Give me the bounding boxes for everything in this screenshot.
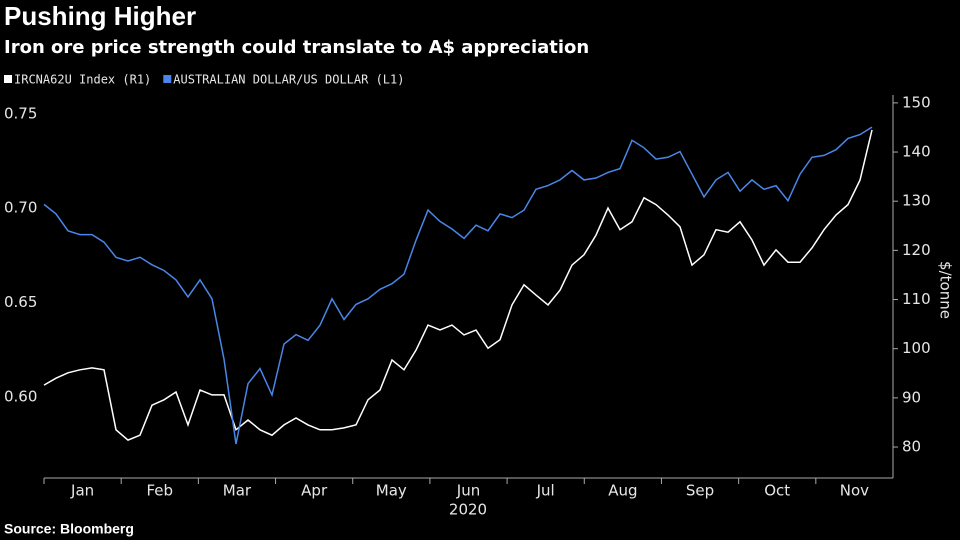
x-tick-label: Apr [301,482,328,500]
series-line [43,129,873,441]
y2-tick-label: 80 [902,438,921,456]
source: Source: Bloomberg [4,521,134,537]
y-tick-label: 0.70 [4,199,37,217]
x-tick-label: Aug [608,482,637,500]
x-tick-label: Feb [146,482,173,500]
x-tick-label: May [376,482,407,500]
x-tick-label: Oct [764,482,790,500]
legend-swatch [163,75,172,83]
chart-subtitle: Iron ore price strength could translate … [4,37,589,58]
x-tick-label: Jun [456,482,480,500]
y2-tick-label: 110 [902,290,931,308]
y2-tick-label: 100 [902,339,931,357]
legend-label: AUSTRALIAN DOLLAR/US DOLLAR (L1) [173,73,404,87]
x-tick-label: Mar [223,482,252,500]
y-tick-label: 0.60 [4,387,37,405]
legend-label: IRCNA62U Index (R1) [14,73,151,87]
y2-axis-label: $/tonne [937,261,955,319]
legend-swatch [4,75,12,83]
y2-tick-label: 150 [902,93,931,111]
y-tick-label: 0.75 [4,104,37,122]
y2-tick-label: 130 [902,192,931,210]
y2-tick-label: 90 [902,388,921,406]
chart-title: Pushing Higher [4,1,196,31]
y2-tick-label: 140 [902,143,931,161]
x-axis-label: 2020 [449,501,487,519]
x-tick-label: Sep [686,482,714,500]
y-tick-label: 0.65 [4,293,37,311]
x-tick-label: Jan [70,482,94,500]
x-tick-label: Jul [536,482,555,500]
y2-tick-label: 120 [902,241,931,259]
x-tick-label: Nov [840,482,869,500]
series-line [43,126,873,445]
